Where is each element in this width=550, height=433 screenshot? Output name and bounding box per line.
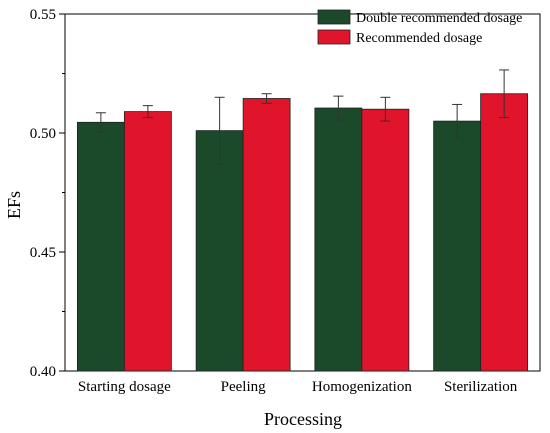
bars [76, 69, 529, 372]
bar-double-0 [76, 121, 125, 372]
legend-label-1: Recommended dosage [356, 31, 482, 46]
legend-label-0: Double recommended dosage [356, 11, 522, 26]
bar-double-2 [314, 107, 363, 372]
x-tick-label: Homogenization [312, 379, 412, 395]
x-axis-title: Processing [264, 409, 342, 429]
y-tick-label: 0.45 [30, 245, 56, 261]
y-tick-label: 0.40 [30, 364, 56, 380]
bar-recommended-2 [361, 108, 410, 372]
x-tick-label: Sterilization [444, 379, 518, 395]
x-tick-label: Peeling [221, 379, 266, 395]
axes: Starting dosage Peeling Homogenization Ster… [30, 7, 518, 395]
bar-recommended-3 [480, 93, 529, 372]
legend: Double recommended dosage Recommended dos… [317, 9, 522, 46]
y-tick-label: 0.55 [30, 7, 56, 23]
bar-double-1 [195, 130, 244, 372]
bar-double-3 [433, 120, 482, 372]
legend-swatch-1 [317, 29, 351, 45]
legend-swatch-0 [317, 9, 351, 25]
bar-recommended-0 [123, 111, 172, 372]
y-axis-title: EFs [4, 191, 24, 219]
y-tick-label: 0.50 [30, 126, 56, 142]
bar-recommended-1 [242, 98, 291, 372]
x-tick-label: Starting dosage [78, 379, 171, 395]
